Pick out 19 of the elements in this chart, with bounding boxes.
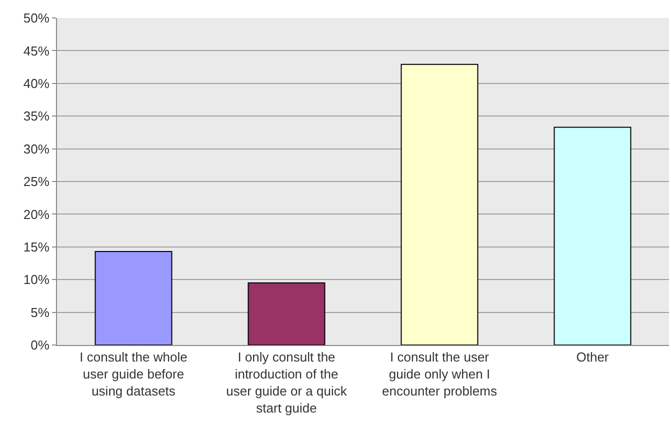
y-tick-label: 15% (23, 239, 50, 254)
bar (248, 282, 326, 345)
y-tick-label: 45% (23, 43, 50, 58)
x-tick-label: I only consult the introduction of the user guide or a quick start guide (226, 350, 348, 416)
y-tick-label: 5% (30, 304, 50, 320)
bar (94, 250, 172, 345)
y-tick-label: 50% (23, 10, 50, 26)
y-tick-label: 20% (23, 206, 50, 222)
x-tick-label: Other (576, 350, 610, 365)
x-tick-label: I consult the user guide only when I encounter problems (382, 350, 498, 398)
bar (400, 64, 478, 345)
y-tick-label: 40% (23, 76, 50, 91)
y-tick-label: 25% (23, 174, 50, 190)
y-tick-label: 0% (30, 338, 50, 353)
x-tick-label: I consult the whole user guide before using datasets (80, 350, 188, 398)
y-tick-label: 35% (23, 108, 50, 124)
y-tick-label: 10% (23, 272, 50, 288)
y-tick-label: 30% (23, 141, 50, 156)
bar (554, 126, 632, 345)
